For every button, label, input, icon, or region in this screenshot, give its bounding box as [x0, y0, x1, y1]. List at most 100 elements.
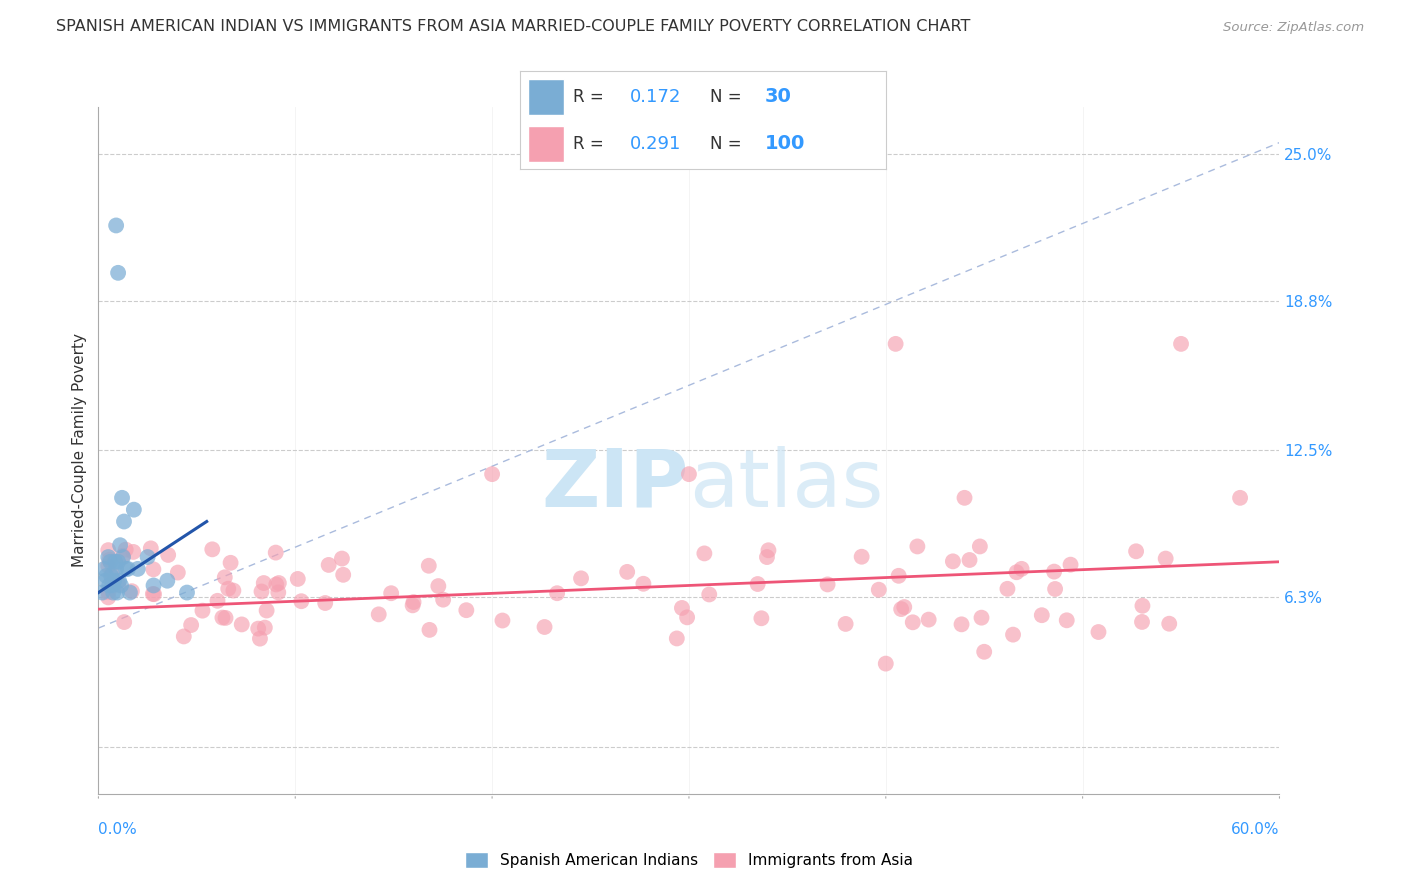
Point — [868, 582, 890, 597]
Point — [747, 577, 769, 591]
Point — [180, 618, 202, 632]
Point — [287, 572, 309, 586]
Point — [117, 562, 139, 576]
Point — [111, 549, 134, 563]
Point — [94, 574, 117, 588]
Point — [103, 574, 125, 588]
Point — [250, 584, 273, 599]
Point — [201, 542, 224, 557]
Point — [219, 556, 242, 570]
Point — [122, 502, 145, 516]
Point — [142, 562, 165, 576]
Text: ZIP: ZIP — [541, 446, 689, 524]
Point — [231, 617, 253, 632]
Point — [402, 595, 425, 609]
Point — [1229, 491, 1251, 505]
Point — [890, 602, 912, 616]
Point — [157, 548, 180, 562]
Point — [127, 562, 149, 576]
Point — [97, 543, 120, 558]
Point — [893, 600, 915, 615]
Point — [290, 594, 312, 608]
Point — [217, 582, 239, 596]
Point — [214, 611, 236, 625]
Point — [1154, 551, 1177, 566]
Point — [1043, 582, 1066, 596]
Text: N =: N = — [710, 88, 747, 106]
Point — [105, 219, 128, 233]
Point — [112, 515, 135, 529]
Text: 60.0%: 60.0% — [1232, 822, 1279, 837]
Point — [97, 585, 120, 599]
Point — [108, 538, 131, 552]
Point — [755, 550, 778, 565]
Point — [481, 467, 503, 482]
Text: 0.0%: 0.0% — [98, 822, 138, 837]
Point — [817, 577, 839, 591]
Point — [427, 579, 450, 593]
Point — [267, 585, 290, 599]
Point — [96, 569, 118, 583]
Point — [456, 603, 478, 617]
Text: 0.291: 0.291 — [630, 135, 682, 153]
Point — [332, 567, 354, 582]
Point — [207, 594, 229, 608]
Point — [905, 540, 928, 554]
Point — [107, 577, 129, 591]
Point — [1087, 625, 1109, 640]
Point — [115, 562, 138, 576]
Point — [122, 545, 145, 559]
Point — [111, 491, 134, 505]
Bar — [527, 127, 564, 161]
Point — [176, 585, 198, 599]
Point — [118, 585, 141, 599]
Point — [108, 574, 131, 588]
Point — [121, 584, 143, 599]
Point — [107, 555, 129, 569]
Point — [142, 587, 165, 601]
Point — [214, 570, 236, 584]
Point — [1011, 562, 1033, 576]
Text: R =: R = — [574, 88, 609, 106]
Point — [432, 592, 454, 607]
Point — [1125, 544, 1147, 558]
Point — [665, 632, 688, 646]
Point — [997, 582, 1019, 596]
Point — [98, 578, 121, 592]
Point — [256, 603, 278, 617]
Point — [616, 565, 638, 579]
Point — [97, 591, 120, 605]
Point — [942, 554, 965, 568]
Point — [1043, 565, 1066, 579]
Point — [950, 617, 973, 632]
Point — [166, 566, 188, 580]
Point — [884, 337, 907, 351]
Point — [107, 266, 129, 280]
Point — [249, 632, 271, 646]
Point — [98, 555, 121, 569]
Point — [546, 586, 568, 600]
Point — [173, 629, 195, 643]
Point — [959, 553, 981, 567]
Point — [851, 549, 873, 564]
Point — [97, 549, 120, 564]
Point — [156, 574, 179, 588]
Point — [1170, 337, 1192, 351]
Text: 100: 100 — [765, 135, 806, 153]
Point — [101, 567, 124, 582]
Point — [401, 599, 423, 613]
Point — [1159, 616, 1181, 631]
Point — [1005, 566, 1028, 580]
Point — [104, 555, 127, 569]
Point — [93, 562, 115, 576]
Point — [97, 558, 120, 573]
Point — [418, 623, 440, 637]
Point — [970, 610, 993, 624]
Point — [1002, 627, 1025, 641]
Point — [91, 585, 114, 599]
Point — [380, 586, 402, 600]
Point — [1056, 613, 1078, 627]
Point — [101, 578, 124, 592]
Y-axis label: Married-Couple Family Poverty: Married-Couple Family Poverty — [72, 334, 87, 567]
Point — [1132, 599, 1154, 613]
